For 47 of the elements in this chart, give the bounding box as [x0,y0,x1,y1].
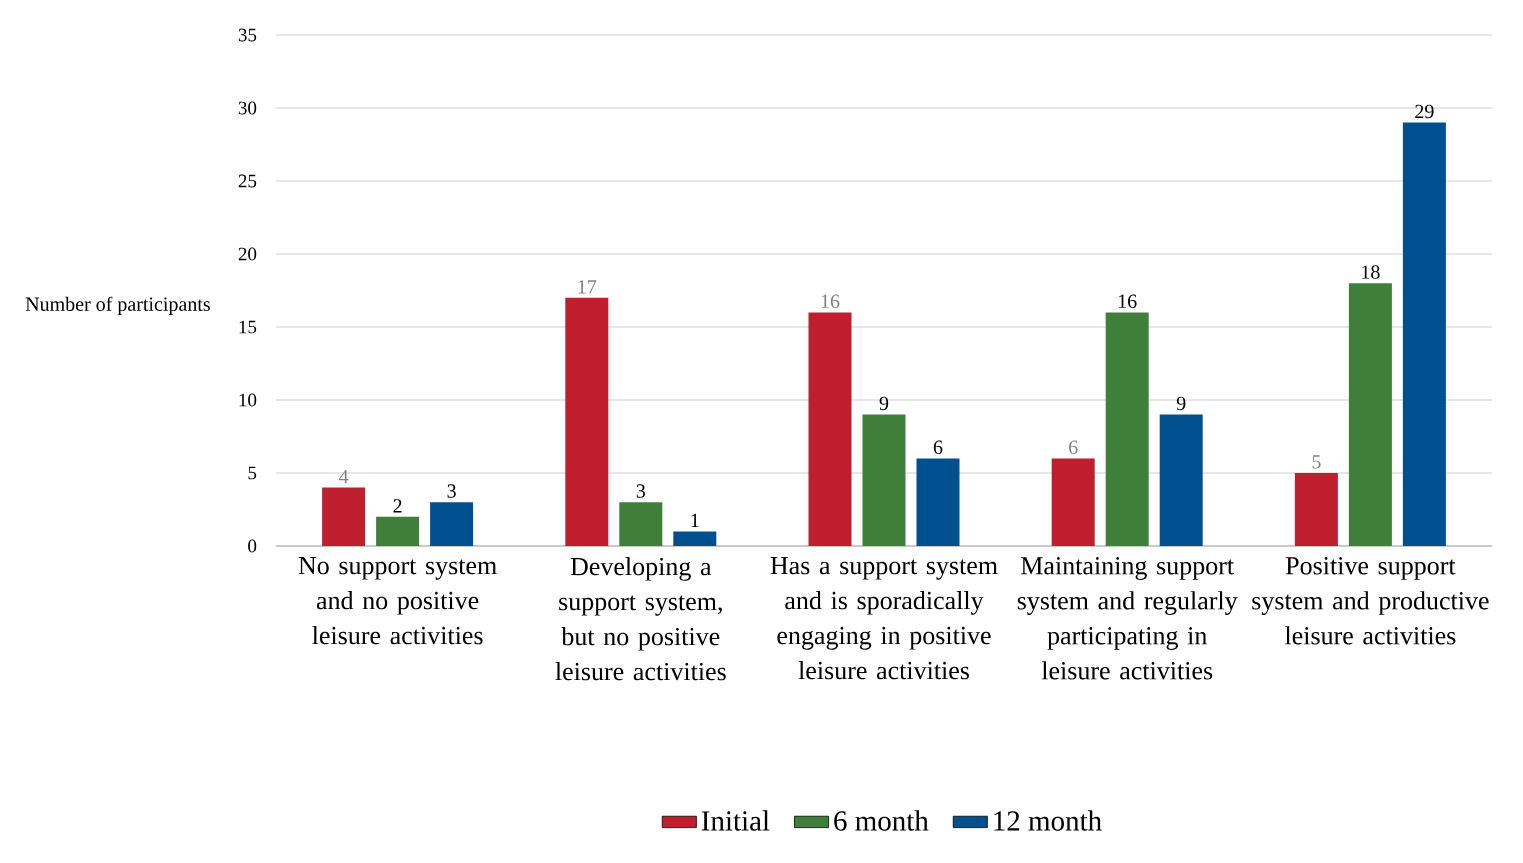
data-label: 6 [933,440,943,454]
bar [1402,122,1446,546]
data-label: 4 [338,470,349,484]
y-tick-label: 30 [238,101,257,115]
legend-label: 12 month [994,810,1102,831]
data-label: 16 [1118,294,1137,308]
x-tick-label: Developing a support system, but no positive leisure activities [555,557,726,681]
data-label: 1 [691,513,699,527]
bar [430,502,474,546]
x-tick-label: Has a support system and is sporadically engaging in positive leisure activities [770,557,998,680]
bar [1159,414,1203,546]
legend-label: Initial [701,810,770,831]
bar [1294,472,1338,546]
bar [322,487,366,546]
data-label: 29 [1415,104,1434,119]
y-tick-label: 20 [238,247,257,261]
bar [916,458,960,546]
legend-label: 6 month [834,810,929,831]
data-label: 9 [1176,396,1186,411]
data-label: 18 [1362,265,1380,279]
data-label: 17 [578,280,597,294]
y-tick-label: 10 [239,393,257,407]
data-label: 16 [821,294,840,308]
data-label: 5 [1312,455,1321,469]
bar [1348,283,1392,546]
bar [808,312,852,546]
bar [1105,312,1149,546]
y-axis-title: Number of participants [25,296,210,315]
y-tick-label: 15 [239,320,257,334]
bar [376,516,420,546]
x-tick-label: No support system and no positive leisure activities [298,557,497,645]
bar [673,531,717,546]
y-tick-label: 0 [248,539,257,553]
x-tick-label: Maintaining support system and regularly participating in leisure activities [1017,557,1238,680]
y-tick-label: 25 [238,174,257,188]
data-label: 3 [636,484,646,498]
y-tick-label: 5 [248,466,257,480]
data-label: 6 [1069,440,1078,454]
bar [862,414,906,546]
y-tick-label: 35 [238,28,257,42]
data-label: 2 [393,499,402,513]
bar [1051,458,1095,546]
data-label: 9 [879,396,889,411]
bar [619,502,663,546]
x-tick-label: Positive support system and productive leisure activities [1252,557,1489,645]
data-label: 3 [447,484,456,498]
bar [565,297,609,546]
